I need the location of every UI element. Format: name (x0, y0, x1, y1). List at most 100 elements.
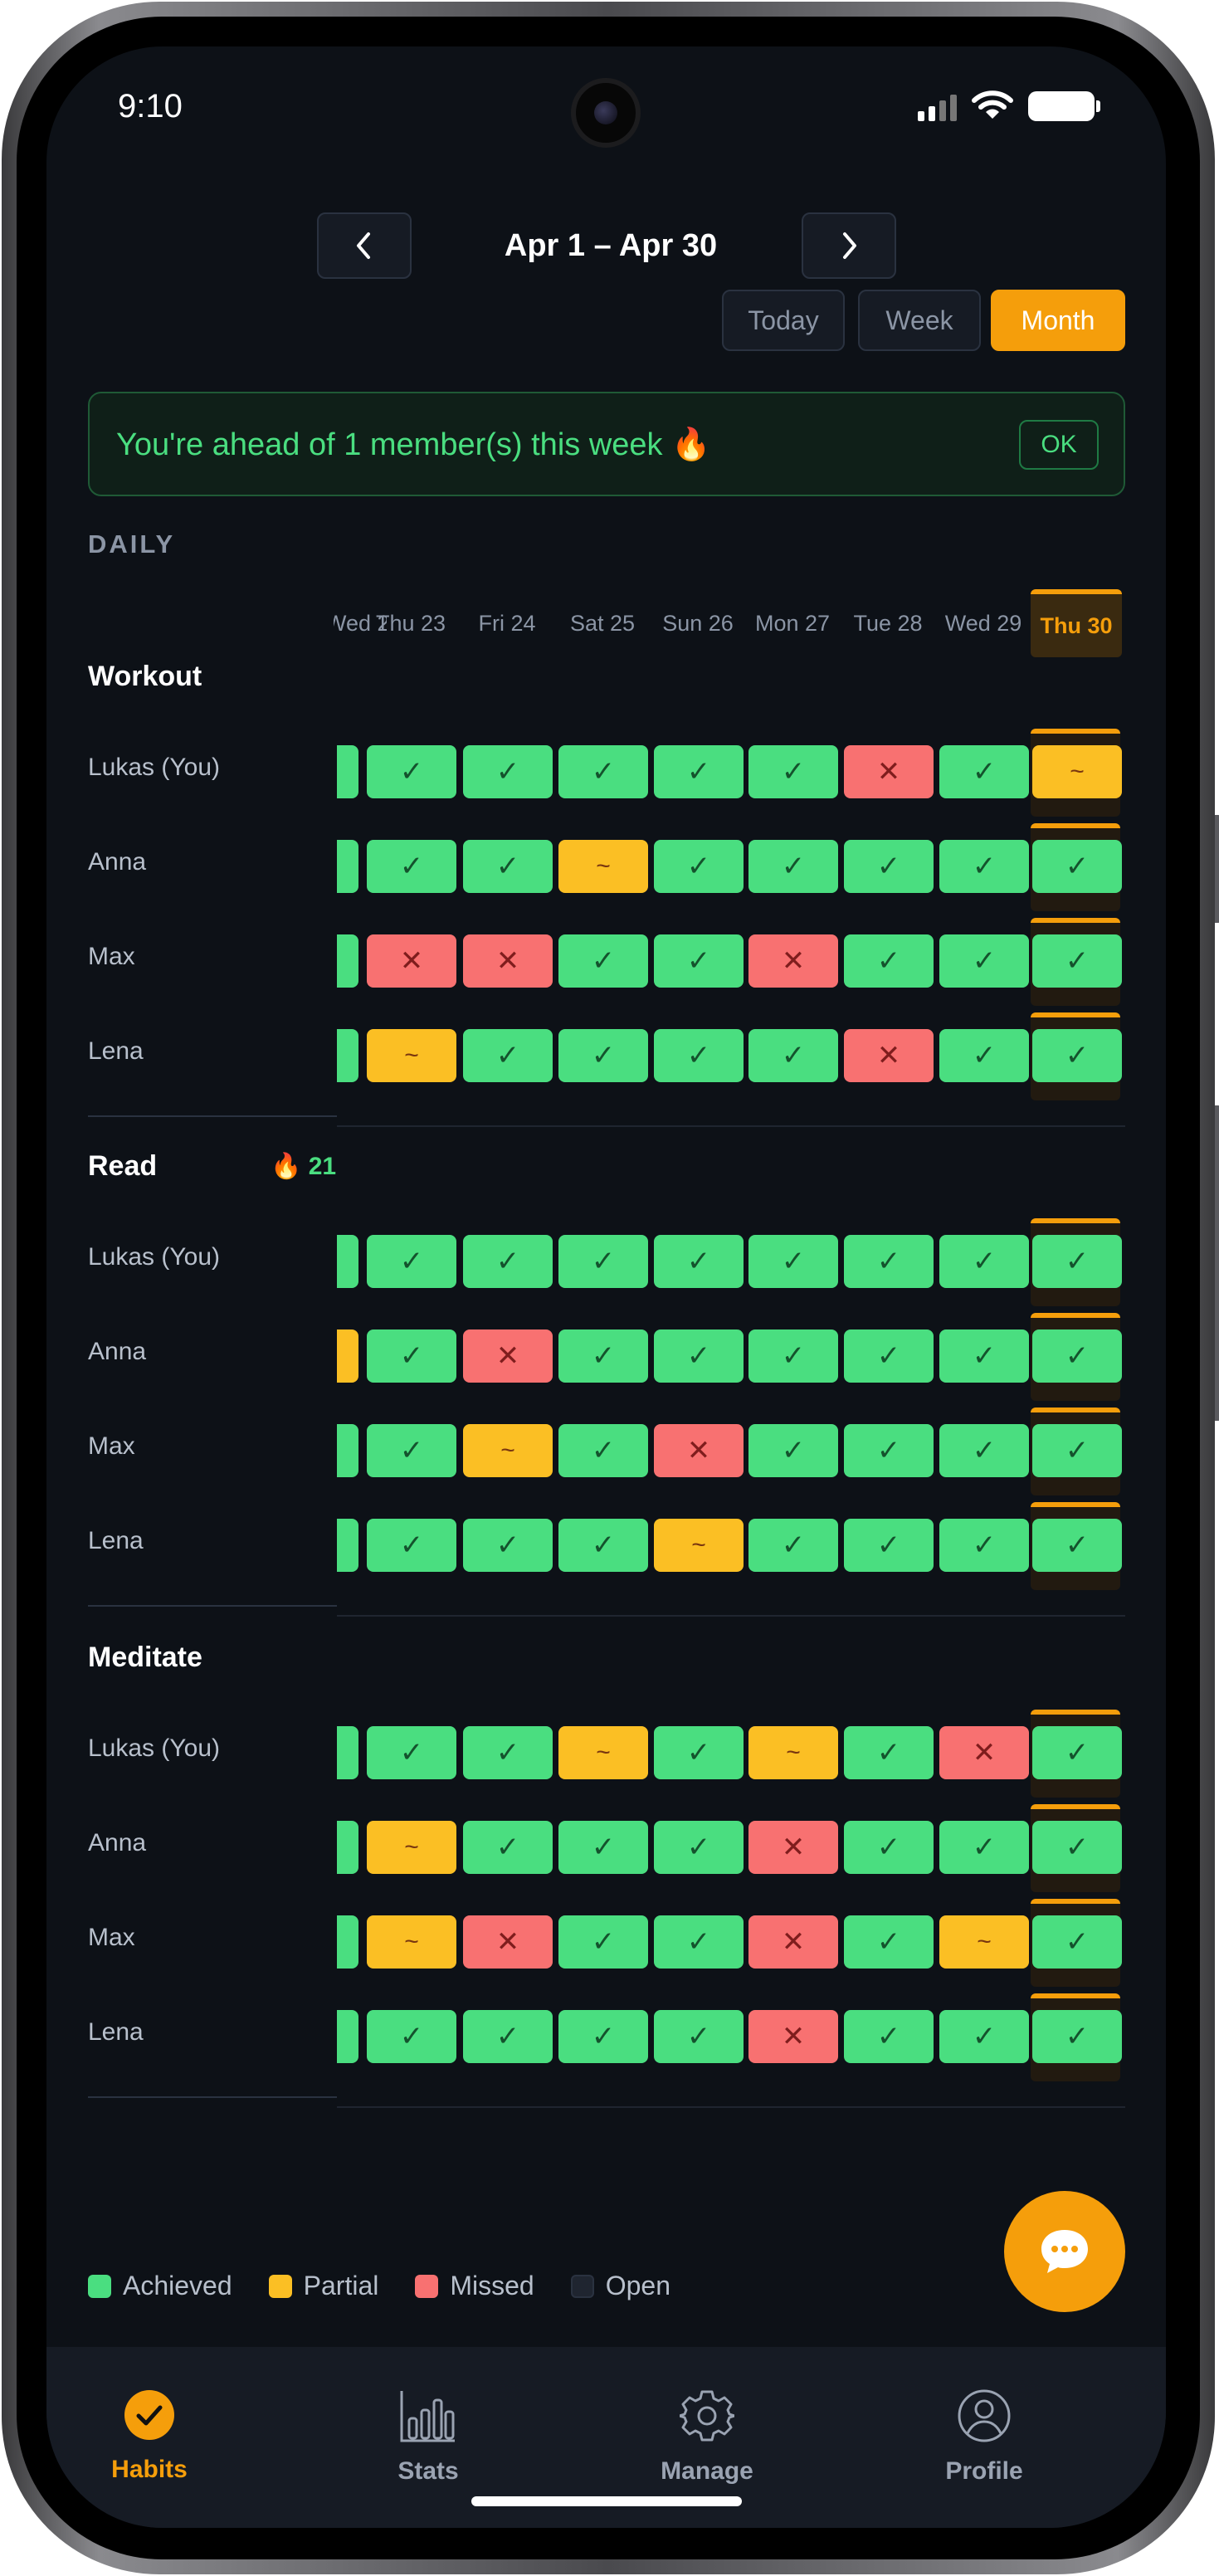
status-cell-achieved[interactable]: ✓ (463, 840, 553, 893)
status-cell-achieved[interactable]: ✓ (463, 745, 553, 798)
status-cell-achieved[interactable]: ✓ (654, 934, 744, 988)
status-cell-missed[interactable]: ✕ (463, 1329, 553, 1383)
status-cell-partial-view[interactable] (337, 1029, 358, 1082)
status-cell-achieved[interactable]: ✓ (1032, 2010, 1122, 2063)
status-cell-achieved[interactable]: ✓ (939, 840, 1029, 893)
status-cell-achieved[interactable]: ✓ (558, 1029, 648, 1082)
status-cell-partial-view[interactable] (337, 1821, 358, 1874)
status-cell-achieved[interactable]: ✓ (367, 745, 456, 798)
status-cell-partial[interactable]: ~ (558, 840, 648, 893)
status-cell-achieved[interactable]: ✓ (844, 1915, 934, 1969)
status-cell-achieved[interactable]: ✓ (748, 1329, 838, 1383)
status-cell-achieved[interactable]: ✓ (558, 1821, 648, 1874)
status-cell-achieved[interactable]: ✓ (1032, 1329, 1122, 1383)
status-cell-partial-view[interactable] (337, 1726, 358, 1779)
status-cell-achieved[interactable]: ✓ (939, 1821, 1029, 1874)
status-cell-achieved[interactable]: ✓ (367, 1424, 456, 1477)
status-cell-achieved[interactable]: ✓ (939, 1424, 1029, 1477)
status-cell-achieved[interactable]: ✓ (939, 1029, 1029, 1082)
status-cell-partial[interactable]: ~ (367, 1915, 456, 1969)
status-cell-achieved[interactable]: ✓ (1032, 1235, 1122, 1288)
status-cell-partial[interactable]: ~ (367, 1821, 456, 1874)
status-cell-achieved[interactable]: ✓ (558, 1915, 648, 1969)
status-cell-achieved[interactable]: ✓ (654, 1915, 744, 1969)
tab-manage[interactable]: Manage (624, 2388, 790, 2486)
status-cell-achieved[interactable]: ✓ (463, 1519, 553, 1572)
status-cell-achieved[interactable]: ✓ (654, 1821, 744, 1874)
status-cell-missed[interactable]: ✕ (748, 2010, 838, 2063)
habit-title[interactable]: Read (88, 1150, 158, 1182)
status-cell-achieved[interactable]: ✓ (844, 1821, 934, 1874)
status-cell-missed[interactable]: ✕ (463, 934, 553, 988)
status-cell-partial-view[interactable] (337, 934, 358, 988)
status-cell-partial-view[interactable] (337, 2010, 358, 2063)
status-cell-partial-view[interactable] (337, 840, 358, 893)
status-cell-achieved[interactable]: ✓ (463, 1029, 553, 1082)
next-range-button[interactable] (802, 212, 896, 279)
status-cell-missed[interactable]: ✕ (748, 1821, 838, 1874)
status-cell-achieved[interactable]: ✓ (558, 1329, 648, 1383)
status-cell-missed[interactable]: ✕ (939, 1726, 1029, 1779)
status-cell-achieved[interactable]: ✓ (654, 2010, 744, 2063)
status-cell-achieved[interactable]: ✓ (1032, 840, 1122, 893)
status-cell-achieved[interactable]: ✓ (748, 1029, 838, 1082)
status-cell-achieved[interactable]: ✓ (558, 1424, 648, 1477)
habit-title[interactable]: Workout (88, 661, 202, 692)
status-cell-missed[interactable]: ✕ (748, 1915, 838, 1969)
status-cell-achieved[interactable]: ✓ (939, 2010, 1029, 2063)
status-cell-achieved[interactable]: ✓ (844, 1726, 934, 1779)
status-cell-missed[interactable]: ✕ (367, 934, 456, 988)
status-cell-achieved[interactable]: ✓ (463, 1235, 553, 1288)
status-cell-achieved[interactable]: ✓ (367, 2010, 456, 2063)
status-cell-missed[interactable]: ✕ (844, 1029, 934, 1082)
status-cell-achieved[interactable]: ✓ (558, 2010, 648, 2063)
tab-stats[interactable]: Stats (345, 2388, 511, 2486)
status-cell-partial[interactable]: ~ (939, 1915, 1029, 1969)
tab-habits[interactable]: Habits (66, 2388, 232, 2484)
status-cell-missed[interactable]: ✕ (654, 1424, 744, 1477)
status-cell-achieved[interactable]: ✓ (463, 1726, 553, 1779)
status-cell-achieved[interactable]: ✓ (844, 934, 934, 988)
status-cell-achieved[interactable]: ✓ (748, 1519, 838, 1572)
status-cell-partial[interactable]: ~ (463, 1424, 553, 1477)
status-cell-achieved[interactable]: ✓ (367, 840, 456, 893)
status-cell-achieved[interactable]: ✓ (463, 2010, 553, 2063)
status-cell-achieved[interactable]: ✓ (1032, 1821, 1122, 1874)
status-cell-achieved[interactable]: ✓ (654, 745, 744, 798)
status-cell-achieved[interactable]: ✓ (844, 1329, 934, 1383)
status-cell-achieved[interactable]: ✓ (558, 745, 648, 798)
status-cell-partial-view[interactable] (337, 1424, 358, 1477)
status-cell-achieved[interactable]: ✓ (654, 1329, 744, 1383)
status-cell-achieved[interactable]: ✓ (844, 1519, 934, 1572)
status-cell-partial-view[interactable] (337, 745, 358, 798)
chat-fab-button[interactable] (1004, 2191, 1125, 2312)
tab-profile[interactable]: Profile (901, 2388, 1067, 2486)
view-week-button[interactable]: Week (858, 290, 981, 351)
status-cell-partial-view[interactable] (337, 1235, 358, 1288)
view-month-button[interactable]: Month (991, 290, 1125, 351)
status-cell-achieved[interactable]: ✓ (463, 1821, 553, 1874)
status-cell-achieved[interactable]: ✓ (844, 2010, 934, 2063)
status-cell-achieved[interactable]: ✓ (558, 1235, 648, 1288)
status-cell-achieved[interactable]: ✓ (367, 1519, 456, 1572)
status-cell-achieved[interactable]: ✓ (1032, 1424, 1122, 1477)
status-cell-partial[interactable]: ~ (367, 1029, 456, 1082)
home-indicator[interactable] (471, 2496, 742, 2506)
status-cell-achieved[interactable]: ✓ (939, 1519, 1029, 1572)
status-cell-achieved[interactable]: ✓ (844, 840, 934, 893)
status-cell-achieved[interactable]: ✓ (939, 1235, 1029, 1288)
status-cell-achieved[interactable]: ✓ (748, 1235, 838, 1288)
prev-range-button[interactable] (317, 212, 412, 279)
habit-title[interactable]: Meditate (88, 1642, 202, 1673)
status-cell-achieved[interactable]: ✓ (844, 1424, 934, 1477)
status-cell-achieved[interactable]: ✓ (1032, 1519, 1122, 1572)
status-cell-achieved[interactable]: ✓ (367, 1235, 456, 1288)
status-cell-missed[interactable]: ✕ (844, 745, 934, 798)
view-today-button[interactable]: Today (722, 290, 845, 351)
status-cell-achieved[interactable]: ✓ (367, 1726, 456, 1779)
status-cell-achieved[interactable]: ✓ (844, 1235, 934, 1288)
status-cell-achieved[interactable]: ✓ (939, 1329, 1029, 1383)
status-cell-missed[interactable]: ✕ (463, 1915, 553, 1969)
banner-ok-button[interactable]: OK (1019, 420, 1099, 470)
status-cell-achieved[interactable]: ✓ (748, 1424, 838, 1477)
